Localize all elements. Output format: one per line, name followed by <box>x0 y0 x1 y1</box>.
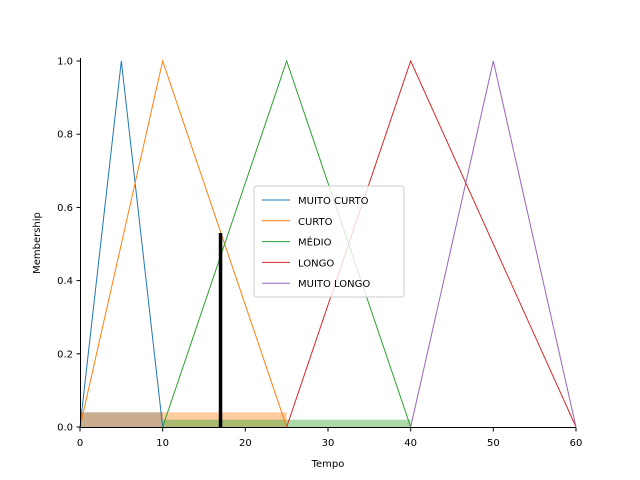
y-tick-label: 0.6 <box>57 203 73 214</box>
legend-label-muito-curto: MUITO CURTO <box>298 196 369 207</box>
x-tick-label: 20 <box>239 438 252 449</box>
x-tick-label: 0 <box>77 438 83 449</box>
legend-label-curto: CURTO <box>298 217 333 228</box>
series-line-longo <box>286 59 577 428</box>
x-tick-label: 40 <box>404 438 417 449</box>
legend-box <box>253 185 405 298</box>
fill-muito-curto <box>80 412 163 427</box>
x-tick-label: 50 <box>487 438 500 449</box>
series-line-medio <box>162 59 412 428</box>
x-tick-label: 30 <box>322 438 335 449</box>
legend-label-muito-longo: MUITO LONGO <box>298 279 370 290</box>
y-tick-label: 0.0 <box>57 423 73 434</box>
y-tick-label: 0.2 <box>57 349 73 360</box>
y-tick-label: 1.0 <box>57 57 73 68</box>
legend: MUITO CURTO CURTO MÉDIO LONGO MUITO LONGO <box>253 185 405 298</box>
legend-label-medio: MÉDIO <box>298 236 332 249</box>
x-tick-label: 10 <box>156 438 169 449</box>
y-tick-label: 0.4 <box>57 276 73 287</box>
series-line-muito-longo <box>410 60 577 428</box>
y-tick-label: 0.8 <box>57 130 73 141</box>
legend-label-longo: LONGO <box>298 258 334 269</box>
fill-curto <box>80 412 287 427</box>
series-line-curto <box>79 59 288 428</box>
fill-medio <box>162 419 411 427</box>
membership-lines <box>79 59 577 428</box>
series-line-muito-curto <box>79 60 164 428</box>
x-tick-label: 60 <box>570 438 583 449</box>
y-axis-title: Membership <box>32 212 43 274</box>
y-ticks: 0.0 0.2 0.4 0.6 0.8 1.0 <box>57 57 81 434</box>
x-ticks: 0 10 20 30 40 50 60 <box>77 427 583 449</box>
x-axis-title: Tempo <box>311 459 345 470</box>
activation-fills <box>80 412 411 427</box>
